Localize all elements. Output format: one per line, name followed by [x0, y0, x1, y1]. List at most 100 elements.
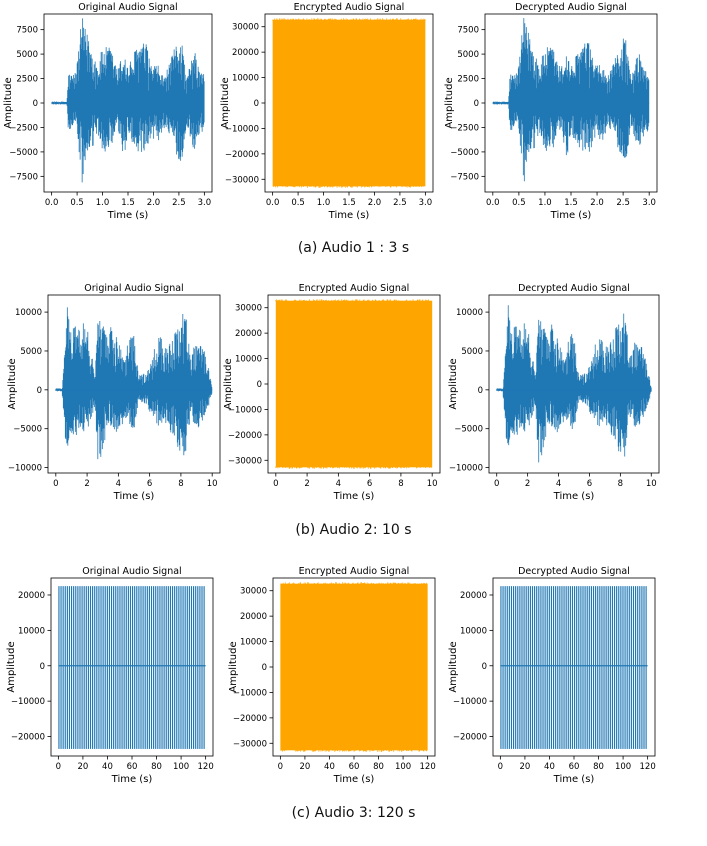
- x-tick-label: 20: [77, 762, 88, 772]
- y-tick-label: −10000: [11, 697, 45, 707]
- y-tick-label: 0: [33, 99, 38, 109]
- y-tick-label: 30000: [240, 587, 267, 597]
- x-tick-label: 10: [646, 479, 657, 489]
- x-tick-label: 0.0: [486, 198, 500, 208]
- y-axis-label: Amplitude: [6, 641, 17, 692]
- y-tick-label: −30000: [225, 175, 259, 185]
- encrypted-signal-band: [275, 300, 433, 468]
- x-tick-label: 120: [198, 762, 214, 772]
- y-tick-label: −10000: [228, 405, 262, 415]
- caption-audio-1: (a) Audio 1 : 3 s: [297, 240, 410, 256]
- y-axis-label: Amplitude: [223, 358, 234, 409]
- chart-panel-8: 0 20 40 60 80 100 120 −30000 −20000 −10000 0 10000 2…: [228, 566, 436, 785]
- x-tick-label: 1.5: [564, 198, 578, 208]
- x-tick-label: 80: [373, 762, 384, 772]
- encrypted-signal-ticks: [280, 582, 428, 752]
- y-tick-label: −10000: [225, 124, 259, 134]
- chart-title: Original Audio Signal: [82, 566, 181, 577]
- x-tick-label: 2.5: [616, 198, 630, 208]
- x-tick-label: 0.5: [70, 198, 84, 208]
- y-tick-label: 20000: [235, 329, 262, 339]
- x-tick-label: 0: [56, 762, 61, 772]
- x-tick-label: 40: [102, 762, 113, 772]
- axes-frame: [488, 294, 660, 474]
- x-tick-label: 80: [151, 762, 162, 772]
- y-tick-label: −5000: [13, 425, 42, 435]
- chart-title: Original Audio Signal: [78, 2, 177, 13]
- x-tick-label: 20: [519, 762, 530, 772]
- caption-audio-3: (c) Audio 3: 120 s: [291, 805, 416, 821]
- waveform: [496, 305, 652, 463]
- y-tick-label: 10000: [232, 74, 259, 84]
- x-tick-label: 40: [324, 762, 335, 772]
- x-tick-label: 2.5: [393, 198, 407, 208]
- tone-bursts: [58, 586, 205, 749]
- y-tick-label: −5000: [450, 148, 479, 158]
- x-axis-label: Time (s): [553, 491, 595, 502]
- y-tick-label: −20000: [453, 733, 487, 743]
- y-axis-label: Amplitude: [448, 358, 459, 409]
- y-tick-label: 20000: [232, 48, 259, 58]
- plot-area: [55, 307, 213, 460]
- y-tick-label: 2500: [457, 75, 479, 85]
- x-tick-label: 2: [304, 479, 309, 489]
- waveform: [51, 18, 205, 183]
- y-tick-label: −5000: [454, 425, 483, 435]
- y-tick-label: 0: [257, 380, 262, 390]
- x-tick-label: 8: [398, 479, 403, 489]
- x-tick-label: 3.0: [642, 198, 656, 208]
- x-axis-label: Time (s): [333, 491, 375, 502]
- y-tick-label: 7500: [457, 26, 479, 36]
- x-tick-label: 0: [498, 762, 503, 772]
- y-tick-label: 2500: [16, 75, 38, 85]
- y-tick-label: 0: [37, 386, 42, 396]
- x-axis-label: Time (s): [333, 774, 375, 785]
- x-tick-label: 1.0: [538, 198, 552, 208]
- y-axis-label: Amplitude: [220, 77, 231, 128]
- x-tick-label: 6: [147, 479, 152, 489]
- x-tick-label: 4: [336, 479, 341, 489]
- plot-area: [58, 586, 206, 749]
- axes-frame: [47, 294, 221, 474]
- x-tick-label: 100: [615, 762, 631, 772]
- y-tick-label: 7500: [16, 26, 38, 36]
- x-tick-label: 0.5: [291, 198, 305, 208]
- x-tick-label: 0.0: [266, 198, 280, 208]
- x-tick-label: 1.5: [342, 198, 356, 208]
- y-axis-label: Amplitude: [444, 77, 455, 128]
- y-tick-label: 5000: [461, 347, 483, 357]
- y-tick-label: 0: [40, 662, 45, 672]
- y-tick-label: −20000: [225, 150, 259, 160]
- x-axis-label: Time (s): [111, 774, 153, 785]
- x-axis-label: Time (s): [553, 774, 595, 785]
- plot-area: [492, 17, 650, 182]
- y-tick-label: 5000: [16, 50, 38, 60]
- x-tick-label: 2.5: [172, 198, 186, 208]
- x-tick-label: 40: [544, 762, 555, 772]
- x-tick-label: 4: [116, 479, 121, 489]
- y-tick-label: 0: [262, 663, 267, 673]
- chart-title: Decrypted Audio Signal: [518, 283, 630, 294]
- x-tick-label: 1.0: [96, 198, 110, 208]
- y-tick-label: 20000: [18, 591, 45, 601]
- y-tick-label: −7500: [9, 172, 38, 182]
- x-tick-label: 0: [53, 479, 58, 489]
- y-tick-label: 10000: [240, 638, 267, 648]
- y-axis-label: Amplitude: [228, 641, 239, 692]
- x-tick-label: 0: [273, 479, 278, 489]
- x-tick-label: 0.0: [45, 198, 59, 208]
- x-tick-label: 2.0: [590, 198, 604, 208]
- plot-area: [500, 586, 648, 749]
- y-tick-label: −10000: [449, 464, 483, 474]
- plot-area: [280, 582, 428, 752]
- x-tick-label: 4: [556, 479, 561, 489]
- plot-area: [275, 299, 433, 469]
- y-tick-label: 5000: [20, 347, 42, 357]
- caption-audio-2: (b) Audio 2: 10 s: [295, 522, 412, 538]
- x-tick-label: 120: [420, 762, 436, 772]
- chart-panel-5: 0 2 4 6 8 10 −30000 −20000 −10000 0 10000 20000 3000…: [223, 283, 441, 502]
- plot-area: [272, 18, 426, 188]
- y-tick-label: 5000: [457, 50, 479, 60]
- encrypted-signal-ticks: [272, 18, 426, 188]
- x-axis-label: Time (s): [328, 210, 370, 221]
